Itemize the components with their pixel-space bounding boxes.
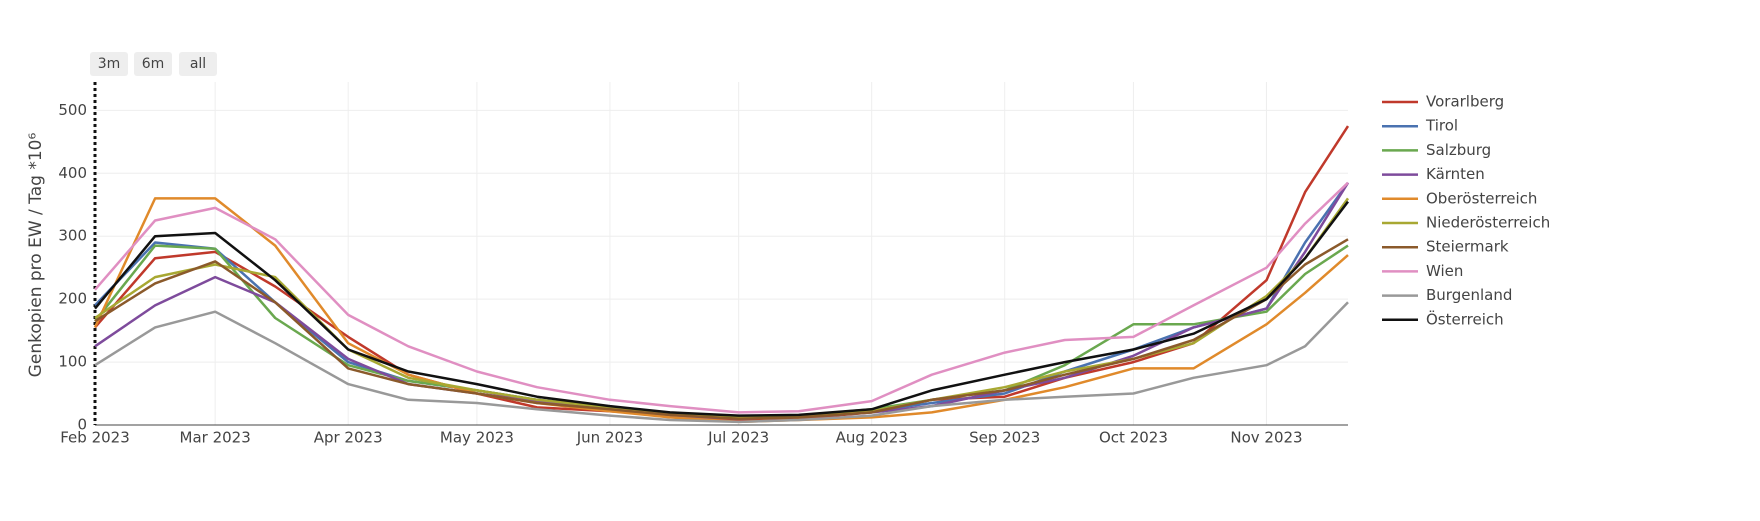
x-tick-label: Jul 2023 (707, 429, 769, 447)
y-tick-label: 200 (58, 290, 87, 308)
range-button[interactable]: 6m (134, 52, 172, 76)
legend-label: Burgenland (1426, 286, 1512, 304)
legend-item: Niederösterreich (1382, 214, 1550, 232)
x-tick-label: Aug 2023 (836, 429, 908, 447)
legend-item: Wien (1382, 262, 1463, 280)
button-label[interactable]: 6m (142, 56, 165, 72)
series-line (94, 244, 1349, 419)
legend-item: Oberösterreich (1382, 189, 1537, 207)
y-tick-label: 500 (58, 101, 87, 119)
legend-item: Kärnten (1382, 165, 1485, 183)
series-line (94, 200, 1349, 417)
button-label[interactable]: all (190, 56, 206, 72)
series-line (94, 181, 1350, 419)
series-line (94, 125, 1350, 422)
legend-label: Vorarlberg (1426, 93, 1504, 111)
x-tick-label: Nov 2023 (1230, 429, 1302, 447)
legend-label: Tirol (1425, 117, 1458, 135)
x-tick-label: Mar 2023 (180, 429, 251, 447)
y-tick-label: 300 (58, 227, 87, 245)
series-line (94, 238, 1349, 420)
legend-label: Oberösterreich (1426, 189, 1537, 207)
legend-label: Niederösterreich (1426, 214, 1550, 232)
y-tick-label: 100 (58, 353, 87, 371)
legend-item: Salzburg (1382, 141, 1491, 159)
x-tick-label: Jun 2023 (576, 429, 643, 447)
x-tick-label: Apr 2023 (314, 429, 383, 447)
y-tick-label: 0 (77, 416, 87, 434)
x-tick-label: Oct 2023 (1099, 429, 1168, 447)
legend-item: Österreich (1382, 309, 1504, 328)
legend-label: Salzburg (1426, 141, 1491, 159)
y-axis-title: Genkopien pro EW / Tag *10⁶ (26, 133, 46, 378)
series-line (94, 181, 1349, 414)
series-line (94, 182, 1350, 420)
x-tick-label: Sep 2023 (969, 429, 1040, 447)
x-tick-label: May 2023 (440, 429, 514, 447)
legend-label: Steiermark (1426, 238, 1509, 256)
legend-item: Vorarlberg (1382, 93, 1504, 111)
legend-label: Österreich (1426, 309, 1504, 328)
legend-label: Wien (1426, 262, 1463, 280)
x-tick-label: Feb 2023 (60, 429, 130, 447)
series-line (94, 197, 1350, 419)
series-line (94, 301, 1349, 424)
range-button[interactable]: 3m (90, 52, 128, 76)
legend-item: Burgenland (1382, 286, 1512, 304)
range-button[interactable]: all (179, 52, 217, 76)
y-tick-label: 400 (58, 164, 87, 182)
legend-label: Kärnten (1426, 165, 1485, 183)
legend-item: Steiermark (1382, 238, 1509, 256)
legend-item: Tirol (1382, 117, 1458, 135)
button-label[interactable]: 3m (98, 56, 121, 72)
